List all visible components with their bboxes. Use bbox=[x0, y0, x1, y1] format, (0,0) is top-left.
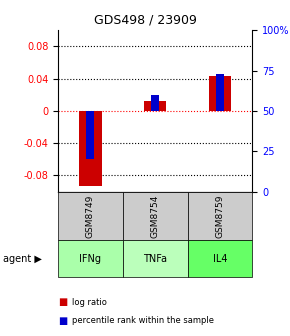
Text: GDS498 / 23909: GDS498 / 23909 bbox=[94, 13, 196, 27]
Bar bbox=[79, 111, 102, 186]
Bar bbox=[209, 76, 231, 111]
Text: agent ▶: agent ▶ bbox=[3, 254, 42, 264]
Text: percentile rank within the sample: percentile rank within the sample bbox=[72, 317, 215, 325]
Bar bbox=[216, 74, 224, 111]
Text: IL4: IL4 bbox=[213, 254, 227, 264]
Bar bbox=[86, 111, 94, 159]
Text: ■: ■ bbox=[58, 297, 67, 307]
Text: GSM8749: GSM8749 bbox=[86, 194, 95, 238]
Text: ■: ■ bbox=[58, 316, 67, 326]
Text: log ratio: log ratio bbox=[72, 298, 107, 307]
Text: TNFa: TNFa bbox=[143, 254, 167, 264]
Bar bbox=[151, 95, 159, 111]
Bar bbox=[144, 101, 166, 111]
Text: IFNg: IFNg bbox=[79, 254, 102, 264]
Text: GSM8754: GSM8754 bbox=[151, 194, 160, 238]
Text: GSM8759: GSM8759 bbox=[215, 194, 224, 238]
